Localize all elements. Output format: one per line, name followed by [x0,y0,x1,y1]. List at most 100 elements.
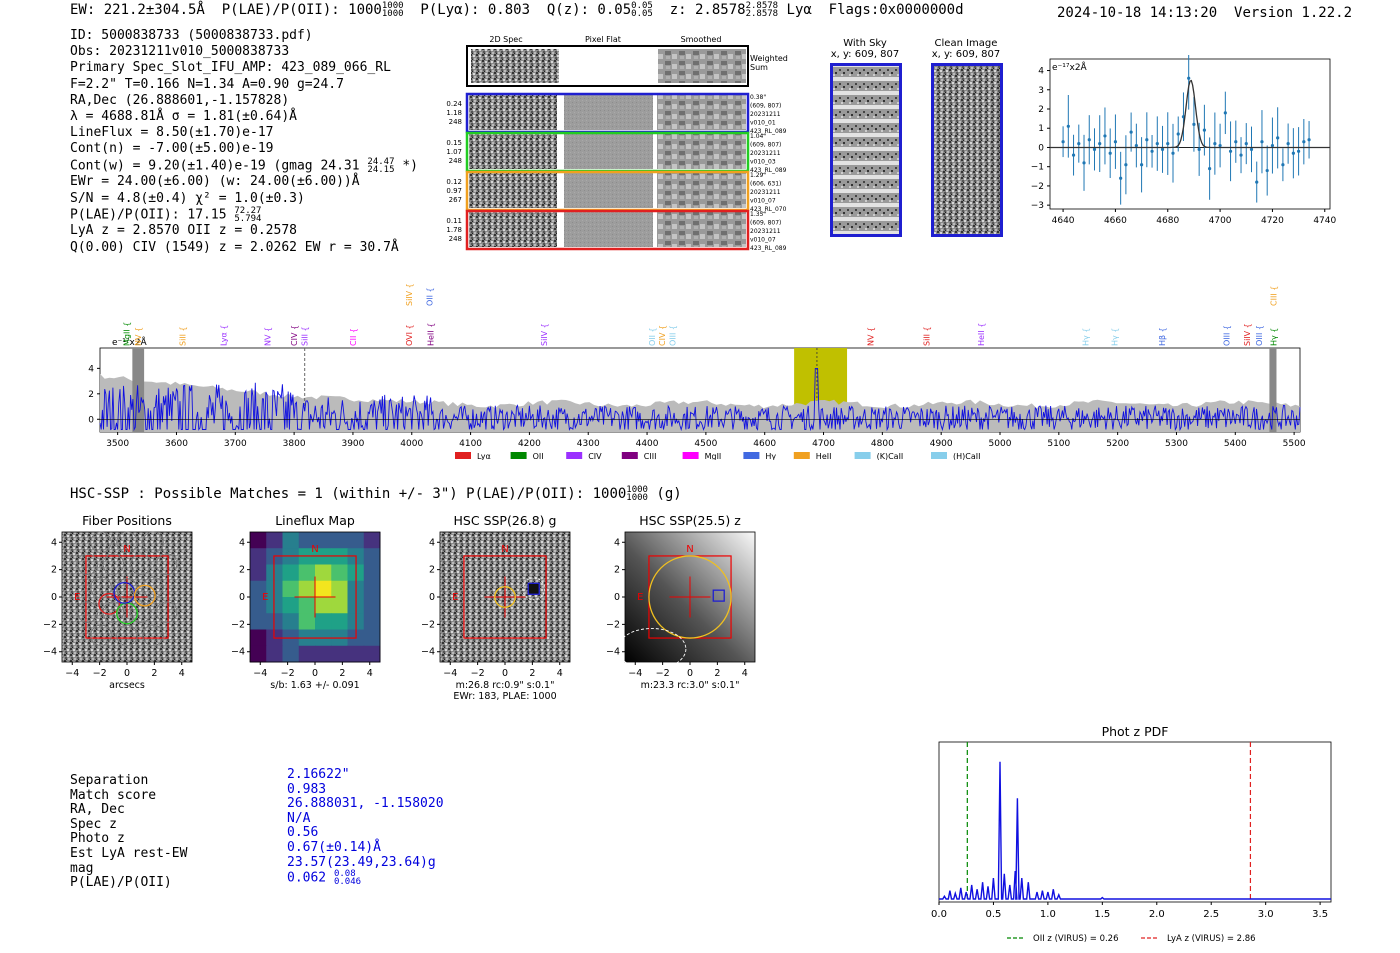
zoom-data-point [1134,143,1138,148]
spec-ylabel: e⁻¹⁷x2Å [112,336,148,348]
fiber-info: 423_RL_070 [750,206,787,213]
counterpart-ellipse [617,628,687,670]
line-zoom-plot: e⁻¹⁷x2Å 4640 4660 4680 4700 4720 4740 4 3 2 1 0 −1 −2… [1031,55,1336,226]
north-label: N [686,544,693,555]
spec-xtick-label: 3700 [224,439,247,449]
lineflux-pixel [331,564,348,582]
photz-pdf-plot: Phot z PDF 0.0 0.5 1.0 1.5 2.0 2.5 3.0 3.5 OII z … [931,724,1332,944]
fiber-frame [465,209,750,251]
photz-xtick-label: 3.5 [1312,909,1328,920]
lineflux-pixel [266,564,283,582]
lineflux-pixel [315,548,332,565]
match-value: 26.888031, -1.158020 [287,796,444,812]
spec-legend-label: (K)CaII [877,452,904,460]
zoom-data-point [1103,134,1107,138]
lineflux-pixel [250,532,267,549]
zoom-data-point [1145,138,1149,142]
zoom-data-point [1208,167,1212,171]
spec-legend-swatch [566,452,583,459]
zoom-ytick-label: −2 [1031,182,1044,192]
clean-label: Clean Image [934,38,998,49]
fiber-weight: 0.24 [446,100,462,108]
fiber-weight: 0.12 [446,178,462,186]
north-label: N [501,544,508,555]
panel-xtick-label: −4 [443,668,457,679]
zoom-data-point [1176,132,1180,136]
match-label: Est LyA rest-EW [70,845,188,861]
spec-line-label: OIII { [1255,325,1264,346]
lineflux-pixel [266,645,283,663]
info-plae: P(LAE)/P(OII): 17.15 [70,207,227,223]
spec-line-label: Hγ { [1111,328,1120,346]
info-radec: RA,Dec (26.888601,-1.157828) [70,92,290,108]
panel-xtick-label: −4 [253,668,267,679]
fiber-info: v010_03 [750,159,776,166]
spec-line-label: OIII { [1222,325,1231,346]
zoom-data-point [1098,142,1102,146]
photz-axes-frame [938,741,1332,903]
fiber-info: 20231211 [750,150,781,157]
fiber-circle-red [98,592,121,615]
photz-xtick-label: 0.5 [985,909,1001,920]
zoom-data-point [1139,163,1144,167]
fiber-flat-image [564,212,653,247]
spec-xtick-label: 4400 [636,439,659,449]
panel-xtick-label: −4 [65,668,79,679]
info-ewr: EWr = 24.00(±6.00) (w: 24.00(±6.00))Å [70,174,360,190]
fiber-footprint [142,624,164,646]
fiber-info: 20231211 [750,189,781,196]
fiber-info: (609, 807) [750,220,781,227]
spec-xtick-label: 3800 [283,439,306,449]
fiber-info: (609, 807) [750,103,781,110]
lineflux-pixel [250,564,267,582]
zoom-data-point [1286,142,1290,146]
east-label: E [637,592,643,603]
match-plae-hi: 0.08 [333,869,356,880]
lineflux-pixel [331,548,348,565]
with-sky-title: With Sky x, y: 609, 807 [830,38,900,60]
lineflux-pixel [298,564,316,582]
panel-ytick-label: 4 [614,537,620,548]
panel-ytick-label: −4 [231,647,245,658]
lineflux-pixel [315,645,332,663]
fiber-flat-image [564,134,653,169]
spec-ytick-label: 4 [88,364,94,374]
zoom-data-point [1307,138,1311,142]
info-plae-lo: 5.794 [234,213,262,224]
header-version: Version 1.22.2 [1234,5,1353,21]
spec-line-label: NV { [134,327,143,346]
lineflux-pixel [298,580,316,598]
spec-error-band [100,373,1300,432]
fiber-info: (609, 807) [750,142,781,149]
header-z-hi: 2.8578 [745,1,779,11]
lineflux-pixel [250,613,267,630]
zoom-data-point [1197,147,1201,151]
spec-legend-swatch [793,452,810,459]
aperture-circle [648,555,732,639]
spec-legend-swatch [455,452,471,459]
spec-line-label: SiII { [178,326,187,346]
fiber-footprint [142,531,164,553]
fiber-footprint [130,553,152,575]
spec-legend-label: (H)CaII [953,452,980,460]
zoom-data-point [1187,76,1191,80]
fiber-smooth-image [657,134,746,169]
panel-xtick-label: 4 [367,668,373,679]
lineflux-pixel [331,613,348,630]
weighted-2d [471,49,559,83]
photz-pdf-curve [939,761,1331,900]
panel-xtick-label: 4 [557,668,563,679]
spec-line-label: Hβ { [1158,327,1167,346]
zoom-xtick-label: 4680 [1156,216,1179,226]
photz-xtick-label: 3.0 [1258,909,1274,920]
panel-title: HSC SSP(25.5) z [639,513,741,528]
zoom-xtick-label: 4660 [1104,216,1127,226]
spec-line-label: HeII { [977,323,986,346]
panel-xtick-label: 0 [502,668,508,679]
info-contw-hi: 24.47 [367,156,395,167]
lineflux-pixel [315,613,332,630]
search-box [463,555,547,639]
panel-ytick-label: −4 [43,647,57,658]
zoom-data-point [1270,143,1275,148]
